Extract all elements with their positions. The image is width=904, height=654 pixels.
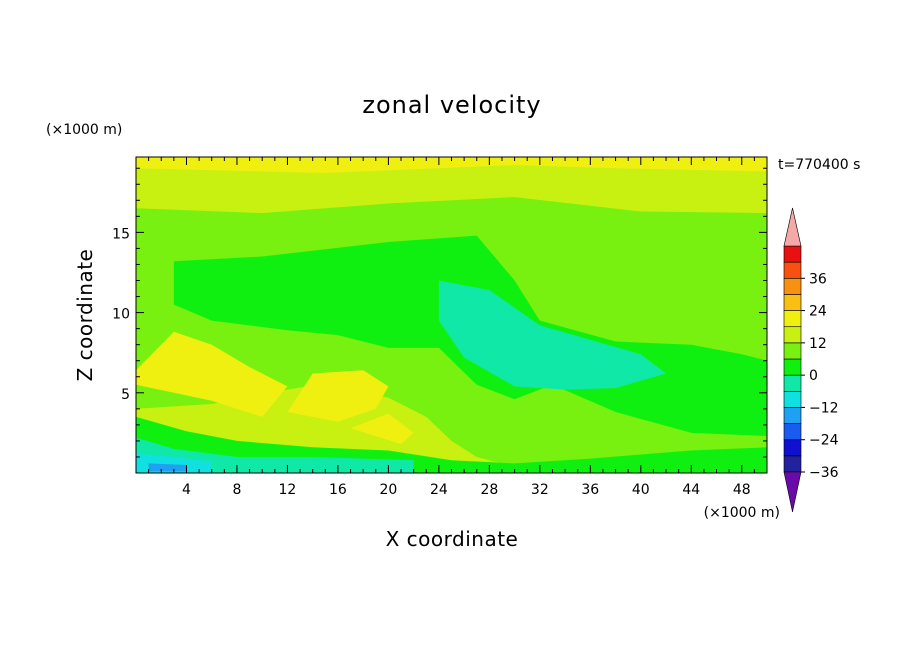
colorbar-tick-label: −12 [809,400,839,416]
x-tick-label: 12 [279,482,297,498]
colorbar-bin [783,245,802,263]
x-tick-label: 36 [581,482,599,498]
colorbar-bin [783,277,802,295]
colorbar-tick-label: −36 [809,465,839,481]
x-tick-label: 44 [682,482,700,498]
x-tick-label: 28 [480,482,498,498]
contour-region-6 [350,413,414,445]
colorbar-bin [783,342,802,360]
contour-region-8 [438,280,666,390]
colorbar-bin [783,326,802,344]
y-tick-label: 5 [121,387,130,403]
x-tick-label: 20 [379,482,397,498]
contour-region-4 [136,331,288,417]
colorbar-min-arrow [783,471,802,513]
x-axis-unit: (×1000 m) [704,505,780,521]
colorbar-bin [783,310,802,328]
x-axis: 4 8 12 16 20 24 28 32 36 40 44 48 [148,157,755,498]
x-tick-label: 4 [182,482,191,498]
y-axis: 5 10 15 [112,167,767,458]
contour-region-5 [287,370,389,422]
colorbar: 36 24 12 0 −12 −24 −36 [783,207,839,513]
colorbar-tick-label: 0 [809,368,818,384]
y-axis-unit: (×1000 m) [46,122,122,138]
x-tick-label: 8 [232,482,241,498]
x-tick-label: 40 [632,482,650,498]
colorbar-tick-label: 36 [809,271,827,287]
contour-region-12 [148,463,187,472]
colorbar-max-arrow [783,207,802,247]
y-tick-label: 15 [112,226,130,242]
colorbar-bin [783,294,802,311]
colorbar-bin [783,423,802,441]
y-tick-label: 10 [112,307,130,323]
colorbar-bin [783,455,802,473]
colorbar-tick-label: −24 [809,433,839,449]
colorbar-bin [783,374,802,392]
chart-title: zonal velocity [362,91,541,119]
x-tick-label: 48 [733,482,751,498]
y-axis-label: Z coordinate [73,249,97,382]
x-tick-label: 24 [430,482,448,498]
colorbar-bin [783,439,802,457]
x-tick-label: 32 [531,482,549,498]
contour-region-2 [136,157,767,173]
colorbar-tick-label: 12 [809,336,827,352]
time-label: t=770400 s [778,157,860,173]
colorbar-bin [783,261,802,279]
colorbar-bin [783,407,802,424]
x-tick-label: 16 [329,482,347,498]
colorbar-tick-label: 24 [809,304,827,320]
colorbar-bin [783,390,802,408]
plot-area [136,157,767,473]
x-axis-label: X coordinate [386,527,519,551]
colorbar-bin [783,358,802,376]
